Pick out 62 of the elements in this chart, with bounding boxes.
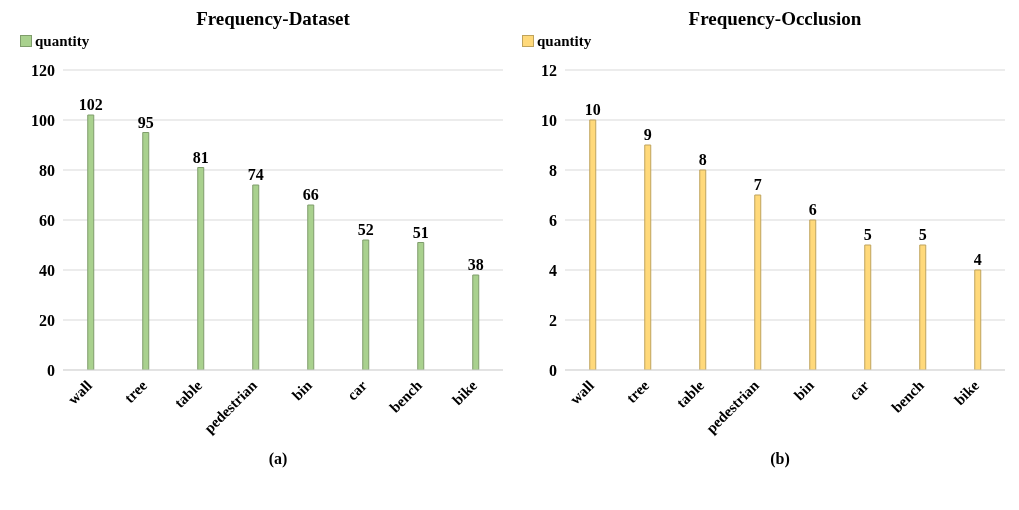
y-tick-label: 0: [47, 361, 55, 379]
bar: [252, 184, 260, 370]
chart-title: Frequency-Occlusion: [687, 8, 863, 31]
x-tick-label: bin: [790, 376, 818, 404]
y-tick-label: 2: [549, 311, 557, 329]
data-label: 38: [467, 256, 484, 273]
data-label: 81: [192, 148, 209, 166]
x-tick-label: wall: [64, 377, 96, 408]
y-tick-label: 0: [549, 361, 557, 379]
y-tick-label: 40: [39, 261, 55, 279]
y-tick-label: 20: [39, 311, 55, 329]
data-label: 5: [918, 226, 927, 243]
y-tick-label: 120: [31, 61, 55, 79]
text: (a): [267, 450, 289, 468]
bar: [417, 242, 425, 370]
bar: [919, 244, 927, 370]
x-tick-label: bike: [951, 377, 983, 409]
x-tick-label: bike: [449, 377, 481, 409]
bar: [472, 274, 480, 370]
x-tick-label: tree: [121, 377, 151, 407]
bar: [644, 144, 652, 370]
data-label: 66: [302, 186, 319, 203]
bar: [307, 204, 315, 370]
legend-label: quantity: [537, 32, 592, 50]
bar: [197, 167, 205, 370]
data-label: 10: [584, 101, 601, 118]
y-tick-label: 100: [31, 111, 55, 129]
x-tick-label: wall: [566, 377, 598, 408]
y-tick-label: 80: [39, 161, 55, 179]
chart-title: Frequency-Dataset: [195, 8, 351, 31]
x-tick-label: tree: [623, 377, 653, 407]
bar: [809, 219, 817, 370]
bar: [754, 194, 762, 370]
x-tick-label: car: [846, 377, 873, 404]
data-label: 51: [412, 223, 429, 241]
bar: [699, 169, 707, 370]
data-label: 5: [863, 226, 872, 243]
x-tick-label: bin: [288, 376, 316, 404]
data-label: 4: [973, 251, 982, 268]
data-label: 95: [137, 113, 154, 131]
y-tick-label: 12: [541, 61, 557, 79]
bar: [362, 239, 370, 370]
y-tick-label: 10: [541, 111, 557, 129]
y-tick-label: 6: [549, 211, 557, 229]
data-label: 6: [808, 201, 817, 218]
bar: [974, 269, 982, 370]
legend-label: quantity: [35, 32, 90, 50]
bar: [864, 244, 872, 370]
data-label: 102: [78, 96, 103, 113]
x-tick-label: car: [344, 377, 371, 404]
data-label: 52: [357, 221, 374, 238]
y-tick-label: 4: [549, 261, 557, 279]
bar: [87, 114, 95, 370]
text: (b): [769, 450, 791, 468]
y-tick-label: 8: [549, 161, 557, 179]
data-label: 7: [753, 176, 762, 193]
bar: [589, 119, 597, 370]
data-label: 8: [698, 151, 707, 168]
y-tick-label: 60: [39, 211, 55, 229]
bar: [142, 132, 150, 370]
data-label: 74: [247, 166, 264, 183]
data-label: 9: [643, 126, 652, 143]
